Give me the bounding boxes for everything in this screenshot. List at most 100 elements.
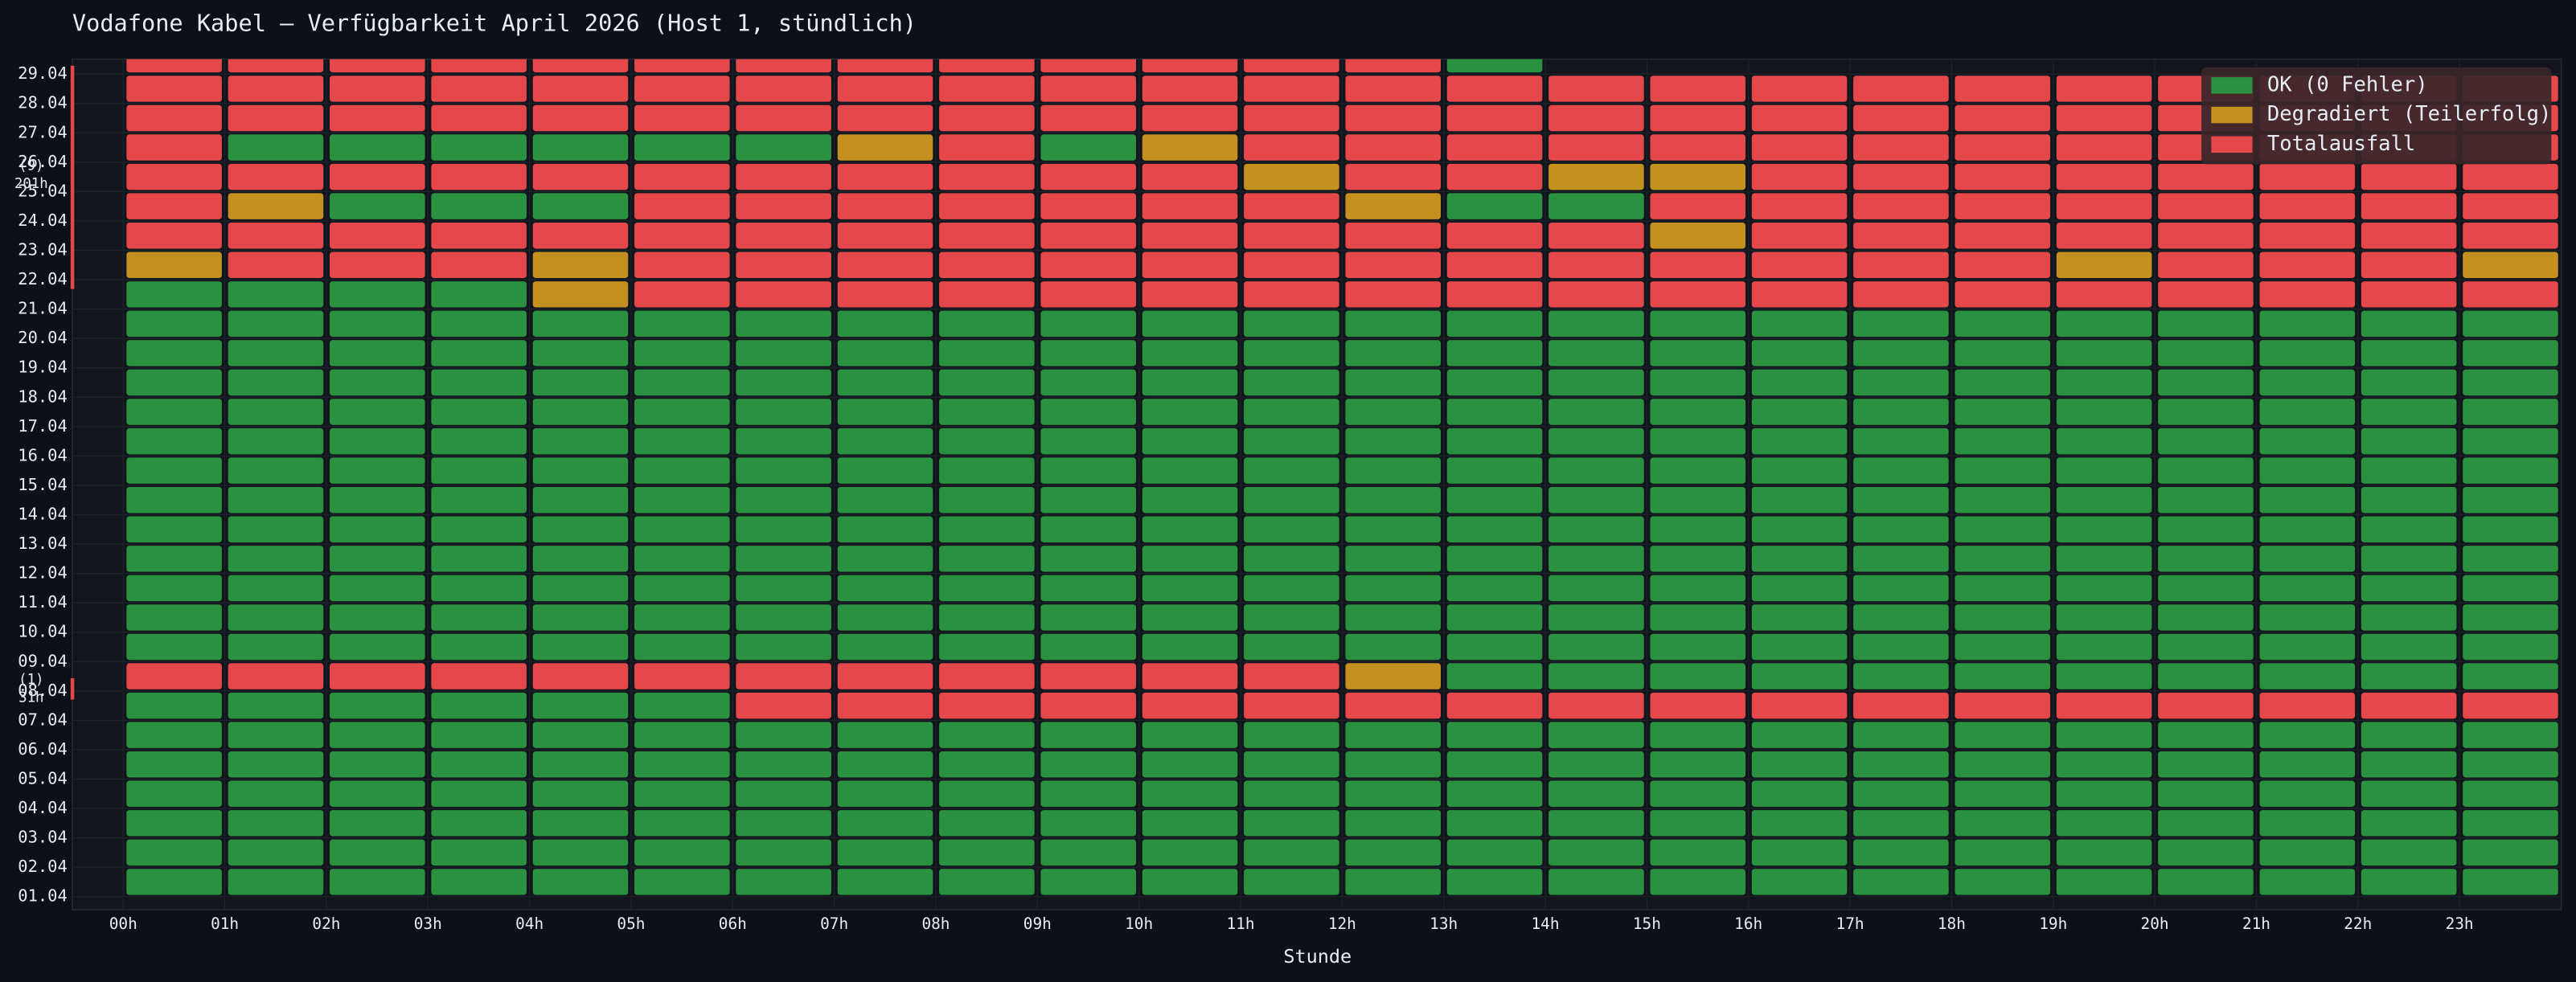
cell xyxy=(1040,869,1136,895)
cell xyxy=(2056,104,2152,132)
cell xyxy=(634,546,730,572)
cell xyxy=(837,281,933,308)
cell xyxy=(1040,516,1136,542)
cell xyxy=(1853,663,1949,689)
cell xyxy=(228,76,324,102)
cell xyxy=(330,663,425,689)
cell xyxy=(1853,252,1949,278)
cell xyxy=(837,575,933,602)
cell xyxy=(2056,457,2152,484)
cell xyxy=(1751,369,1848,396)
cell xyxy=(1751,839,1848,866)
cell xyxy=(939,134,1035,161)
cell xyxy=(2056,869,2152,895)
cell xyxy=(1345,751,1442,778)
cell xyxy=(1345,633,1442,661)
cell xyxy=(1040,340,1136,366)
cell xyxy=(2259,780,2356,808)
cell xyxy=(1142,399,1238,425)
cell xyxy=(1955,222,2051,249)
cell xyxy=(1142,281,1238,308)
cell xyxy=(228,163,324,190)
cell xyxy=(1955,810,2051,837)
cell xyxy=(126,76,222,102)
cell xyxy=(2056,340,2152,366)
cell xyxy=(2056,516,2152,542)
cell xyxy=(2361,222,2457,249)
cell xyxy=(2259,751,2356,778)
cell xyxy=(1446,310,1543,338)
cell xyxy=(1142,663,1238,689)
cell xyxy=(2259,575,2356,602)
cell xyxy=(1751,457,1848,484)
cell xyxy=(1142,633,1238,661)
cell xyxy=(1853,869,1949,895)
cell xyxy=(1345,369,1442,396)
cell xyxy=(2361,428,2457,455)
cell xyxy=(939,692,1035,719)
cell xyxy=(2361,722,2457,748)
cell xyxy=(2463,546,2558,572)
cell xyxy=(634,722,730,748)
cell xyxy=(1650,369,1746,396)
cell xyxy=(2056,76,2152,102)
cell xyxy=(1650,810,1746,837)
cell xyxy=(228,134,324,161)
cell xyxy=(1142,252,1238,278)
y-tick-label: 05.04 xyxy=(18,768,67,788)
cell xyxy=(330,546,425,572)
cell xyxy=(228,340,324,366)
cell xyxy=(2463,751,2558,778)
cell xyxy=(2259,457,2356,484)
y-tick-label: 11.04 xyxy=(18,592,67,612)
cell xyxy=(431,252,527,278)
cell xyxy=(634,810,730,837)
cell xyxy=(1751,575,1848,602)
cell xyxy=(736,780,831,808)
cell xyxy=(1548,633,1644,661)
annotation-hours: 31h xyxy=(18,689,43,706)
cell xyxy=(1142,163,1238,190)
cell xyxy=(2056,810,2152,837)
cell xyxy=(736,428,831,455)
cell xyxy=(1345,428,1442,455)
cell xyxy=(1244,839,1339,866)
cell xyxy=(1650,722,1746,748)
cell xyxy=(1446,575,1543,602)
y-tick-label: 07.04 xyxy=(18,710,67,729)
cell xyxy=(1548,457,1644,484)
cell xyxy=(2361,633,2457,661)
cell xyxy=(1548,663,1644,689)
cell xyxy=(736,163,831,190)
y-tick-label: 26.04 xyxy=(18,152,67,171)
cell xyxy=(837,104,933,132)
cell xyxy=(634,222,730,249)
cell xyxy=(1244,428,1339,455)
cell xyxy=(1751,633,1848,661)
cell xyxy=(2463,604,2558,631)
cell xyxy=(1345,281,1442,308)
cell xyxy=(1548,869,1644,895)
y-tick-label: 08.04 xyxy=(18,681,67,700)
cell xyxy=(2158,252,2254,278)
cell xyxy=(1650,575,1746,602)
cell xyxy=(330,59,425,73)
cell xyxy=(2463,222,2558,249)
cell xyxy=(1751,692,1848,719)
cell xyxy=(1142,134,1238,161)
cell xyxy=(939,546,1035,572)
cell xyxy=(1040,428,1136,455)
cell xyxy=(1650,340,1746,366)
cell xyxy=(330,399,425,425)
cell xyxy=(1244,281,1339,308)
cell xyxy=(1142,222,1238,249)
cell xyxy=(1345,399,1442,425)
cell xyxy=(532,399,629,425)
x-tick-label: 00h xyxy=(109,914,137,933)
cell xyxy=(634,104,730,132)
cell xyxy=(736,516,831,542)
cell xyxy=(939,281,1035,308)
x-tick-label: 10h xyxy=(1125,914,1153,933)
cell xyxy=(1955,722,2051,748)
